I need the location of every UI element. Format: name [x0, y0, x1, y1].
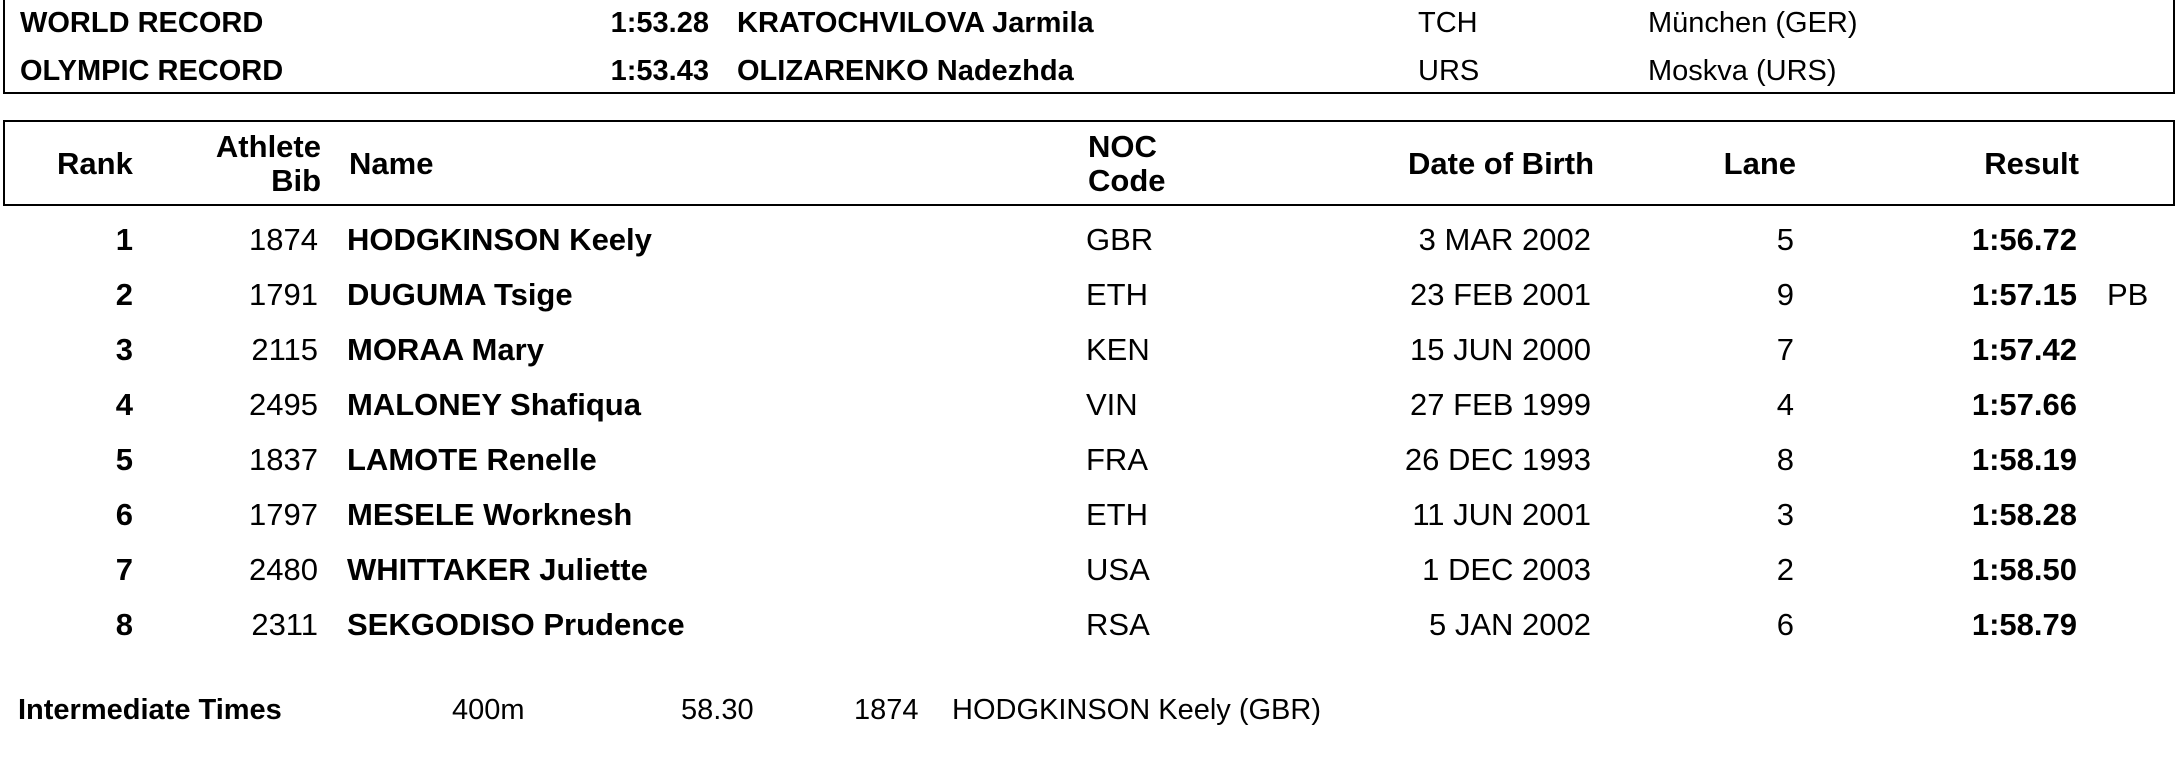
header-rank: Rank — [57, 146, 133, 181]
intermediate-athlete: HODGKINSON Keely (GBR) — [952, 694, 1321, 726]
result-cell: 1:57.66 — [1971, 387, 2077, 422]
header-noc-line2: Code — [1088, 163, 1166, 198]
athlete-name-cell: LAMOTE Renelle — [347, 442, 597, 477]
bib-cell: 2311 — [251, 607, 318, 642]
table-row: 7 2480 WHITTAKER Juliette USA 1 DEC 2003… — [0, 542, 2178, 597]
bib-cell: 1874 — [249, 222, 318, 257]
rank-cell: 1 — [115, 222, 133, 257]
header-noc-line1: NOC — [1088, 129, 1157, 164]
lane-cell: 5 — [1776, 222, 1794, 257]
header-noc-code: NOC Code — [1088, 130, 1166, 198]
intermediate-times: Intermediate Times 400m 58.30 1874 HODGK… — [0, 694, 2178, 734]
bib-cell: 2480 — [249, 552, 318, 587]
rank-cell: 6 — [115, 497, 133, 532]
athlete-name-cell: DUGUMA Tsige — [347, 277, 573, 312]
bib-cell: 2495 — [249, 387, 318, 422]
noc-cell: VIN — [1086, 387, 1138, 422]
bib-cell: 1837 — [249, 442, 318, 477]
dob-cell: 23 FEB 2001 — [1410, 277, 1591, 312]
dob-cell: 3 MAR 2002 — [1418, 222, 1591, 257]
athlete-name-cell: MORAA Mary — [347, 332, 544, 367]
record-venue: München (GER) — [1648, 7, 1858, 39]
noc-cell: KEN — [1086, 332, 1150, 367]
lane-cell: 6 — [1776, 607, 1794, 642]
table-row: 8 2311 SEKGODISO Prudence RSA 5 JAN 2002… — [0, 597, 2178, 652]
noc-cell: FRA — [1086, 442, 1148, 477]
results-table-header: Rank Athlete Bib Name NOC Code Date of B… — [3, 120, 2175, 206]
result-cell: 1:58.28 — [1971, 497, 2077, 532]
athlete-name-cell: MALONEY Shafiqua — [347, 387, 641, 422]
dob-cell: 1 DEC 2003 — [1422, 552, 1591, 587]
bib-cell: 2115 — [251, 332, 318, 367]
athlete-name-cell: HODGKINSON Keely — [347, 222, 652, 257]
results-table-body: 1 1874 HODGKINSON Keely GBR 3 MAR 2002 5… — [0, 212, 2178, 652]
table-row: 6 1797 MESELE Worknesh ETH 11 JUN 2001 3… — [0, 487, 2178, 542]
dob-cell: 26 DEC 1993 — [1404, 442, 1591, 477]
record-noc: URS — [1418, 55, 1480, 87]
record-noc: TCH — [1418, 7, 1478, 39]
header-athlete-bib: Athlete Bib — [216, 130, 321, 198]
noc-cell: GBR — [1086, 222, 1154, 257]
lane-cell: 4 — [1776, 387, 1794, 422]
world-record-row: WORLD RECORD 1:53.28 KRATOCHVILOVA Jarmi… — [5, 7, 2173, 55]
intermediate-time: 58.30 — [681, 694, 754, 726]
table-row: 2 1791 DUGUMA Tsige ETH 23 FEB 2001 9 1:… — [0, 267, 2178, 322]
lane-cell: 3 — [1776, 497, 1794, 532]
header-name: Name — [349, 146, 434, 181]
lane-cell: 8 — [1776, 442, 1794, 477]
result-cell: 1:56.72 — [1971, 222, 2077, 257]
record-time: 1:53.43 — [610, 55, 709, 87]
noc-cell: USA — [1086, 552, 1150, 587]
dob-cell: 11 JUN 2001 — [1412, 497, 1591, 532]
rank-cell: 2 — [115, 277, 133, 312]
table-row: 3 2115 MORAA Mary KEN 15 JUN 2000 7 1:57… — [0, 322, 2178, 377]
rank-cell: 7 — [115, 552, 133, 587]
intermediate-bib: 1874 — [854, 694, 919, 726]
record-holder: KRATOCHVILOVA Jarmila — [737, 7, 1094, 39]
record-time: 1:53.28 — [610, 7, 709, 39]
intermediate-label: Intermediate Times — [18, 694, 282, 726]
result-cell: 1:57.42 — [1971, 332, 2077, 367]
record-label: OLYMPIC RECORD — [20, 55, 284, 87]
athlete-name-cell: SEKGODISO Prudence — [347, 607, 685, 642]
result-cell: 1:58.19 — [1971, 442, 2077, 477]
record-holder: OLIZARENKO Nadezhda — [737, 55, 1074, 87]
noc-cell: RSA — [1086, 607, 1150, 642]
records-box: WORLD RECORD 1:53.28 KRATOCHVILOVA Jarmi… — [3, 0, 2175, 94]
rank-cell: 3 — [115, 332, 133, 367]
lane-cell: 2 — [1776, 552, 1794, 587]
dob-cell: 27 FEB 1999 — [1410, 387, 1591, 422]
table-row: 4 2495 MALONEY Shafiqua VIN 27 FEB 1999 … — [0, 377, 2178, 432]
rank-cell: 4 — [115, 387, 133, 422]
athlete-name-cell: MESELE Worknesh — [347, 497, 633, 532]
table-row: 5 1837 LAMOTE Renelle FRA 26 DEC 1993 8 … — [0, 432, 2178, 487]
record-venue: Moskva (URS) — [1648, 55, 1837, 87]
rank-cell: 5 — [115, 442, 133, 477]
lane-cell: 7 — [1776, 332, 1794, 367]
result-cell: 1:58.50 — [1971, 552, 2077, 587]
record-label: WORLD RECORD — [20, 7, 264, 39]
header-lane: Lane — [1723, 146, 1796, 181]
note-cell: PB — [2107, 277, 2149, 312]
header-result: Result — [1984, 146, 2079, 181]
bib-cell: 1797 — [249, 497, 318, 532]
lane-cell: 9 — [1776, 277, 1794, 312]
dob-cell: 15 JUN 2000 — [1410, 332, 1591, 367]
intermediate-distance: 400m — [452, 694, 525, 726]
result-cell: 1:57.15 — [1971, 277, 2077, 312]
header-date-of-birth: Date of Birth — [1408, 146, 1594, 181]
table-row: 1 1874 HODGKINSON Keely GBR 3 MAR 2002 5… — [0, 212, 2178, 267]
rank-cell: 8 — [115, 607, 133, 642]
header-bib-line2: Bib — [271, 163, 321, 198]
header-bib-line1: Athlete — [215, 129, 321, 164]
dob-cell: 5 JAN 2002 — [1429, 607, 1591, 642]
bib-cell: 1791 — [249, 277, 318, 312]
olympic-record-row: OLYMPIC RECORD 1:53.43 OLIZARENKO Nadezh… — [5, 55, 2173, 103]
athlete-name-cell: WHITTAKER Juliette — [347, 552, 648, 587]
result-cell: 1:58.79 — [1971, 607, 2077, 642]
noc-cell: ETH — [1086, 497, 1148, 532]
noc-cell: ETH — [1086, 277, 1148, 312]
